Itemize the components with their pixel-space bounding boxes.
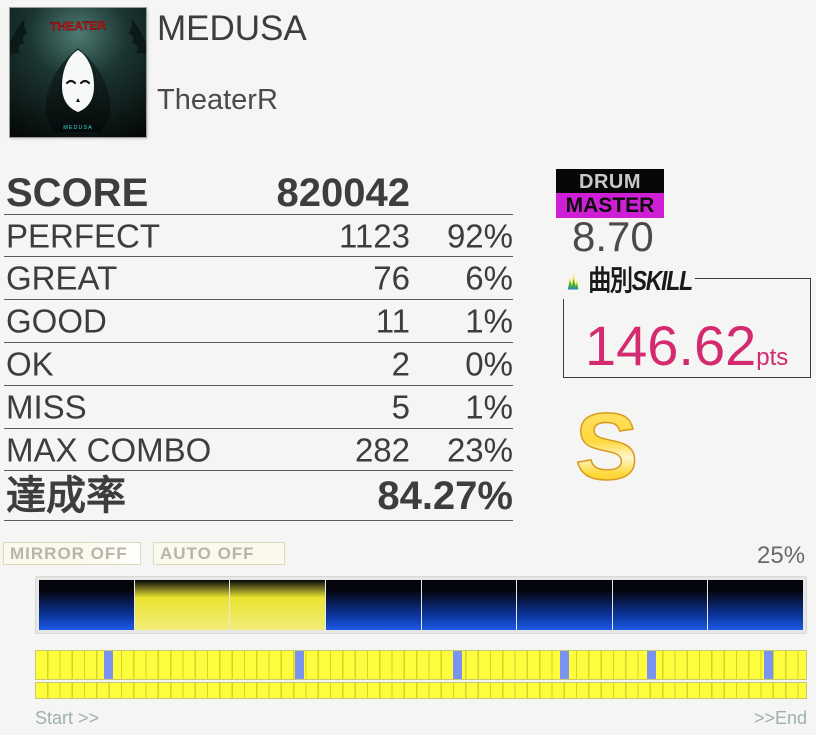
svg-text:THEATER: THEATER [50, 19, 106, 34]
svg-text:S: S [575, 408, 638, 490]
svg-text:MEDUSA: MEDUSA [63, 125, 93, 131]
